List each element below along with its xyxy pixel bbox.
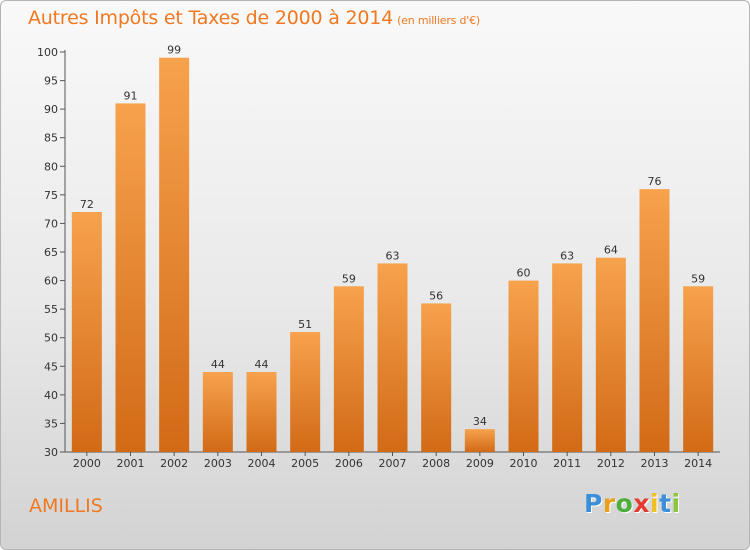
logo-letter: P — [584, 489, 603, 518]
data-label: 60 — [517, 267, 531, 280]
logo-letter: i — [671, 489, 681, 518]
data-label: 59 — [691, 272, 705, 285]
x-tick-label: 2013 — [641, 457, 669, 470]
logo-letter: x — [633, 489, 650, 518]
bar — [377, 263, 408, 452]
y-tick-label: 90 — [44, 103, 58, 116]
logo-letter: r — [602, 489, 616, 518]
logo-letter: t — [659, 489, 672, 518]
x-tick-label: 2008 — [422, 457, 450, 470]
bar — [464, 429, 495, 452]
data-label: 63 — [560, 249, 574, 262]
bar — [683, 286, 714, 452]
data-label: 34 — [473, 415, 487, 428]
x-tick-label: 2012 — [597, 457, 625, 470]
title-text: Autres Impôts et Taxes de 2000 à 2014 — [28, 7, 394, 29]
y-tick-label: 60 — [44, 275, 58, 288]
y-tick-label: 70 — [44, 217, 58, 230]
bar — [333, 286, 364, 452]
data-label: 56 — [429, 289, 443, 302]
data-label: 91 — [124, 89, 138, 102]
x-tick-label: 2003 — [204, 457, 232, 470]
bar — [421, 303, 452, 452]
data-label: 76 — [648, 175, 662, 188]
y-tick-label: 35 — [44, 417, 58, 430]
data-label: 44 — [211, 358, 225, 371]
y-tick-label: 55 — [44, 303, 58, 316]
logo-letter: o — [615, 489, 634, 518]
x-tick-label: 2007 — [379, 457, 407, 470]
commune-name: AMILLIS — [29, 495, 103, 517]
bar — [290, 332, 321, 452]
data-label: 51 — [298, 318, 312, 331]
data-label: 63 — [386, 249, 400, 262]
x-tick-label: 2000 — [73, 457, 101, 470]
y-tick-label: 65 — [44, 246, 58, 259]
y-tick-label: 85 — [44, 132, 58, 145]
x-tick-label: 2014 — [684, 457, 712, 470]
x-tick-label: 2011 — [553, 457, 581, 470]
bar — [639, 189, 670, 452]
bar — [202, 372, 233, 452]
y-tick-label: 95 — [44, 75, 58, 88]
data-label: 64 — [604, 244, 618, 257]
data-label: 72 — [80, 198, 94, 211]
x-tick-label: 2009 — [466, 457, 494, 470]
chart-title: Autres Impôts et Taxes de 2000 à 2014 (en… — [28, 7, 480, 29]
data-label: 44 — [255, 358, 269, 371]
y-tick-label: 75 — [44, 189, 58, 202]
y-tick-label: 80 — [44, 160, 58, 173]
x-tick-label: 2002 — [160, 457, 188, 470]
proxiti-logo: Proxiti — [584, 489, 681, 518]
bar — [508, 280, 539, 452]
unit-label: (en milliers d'€) — [397, 14, 480, 27]
bar — [246, 372, 277, 452]
x-tick-label: 2006 — [335, 457, 363, 470]
y-tick-label: 40 — [44, 389, 58, 402]
y-tick-label: 50 — [44, 332, 58, 345]
logo-letter: i — [650, 489, 660, 518]
y-tick-label: 45 — [44, 360, 58, 373]
bar — [71, 212, 102, 452]
x-tick-label: 2010 — [510, 457, 538, 470]
bar — [595, 257, 626, 452]
bar — [159, 57, 190, 452]
x-tick-label: 2005 — [291, 457, 319, 470]
y-tick-label: 30 — [44, 446, 58, 459]
bar — [115, 103, 146, 452]
y-tick-label: 100 — [37, 46, 58, 59]
bar — [552, 263, 583, 452]
x-tick-label: 2004 — [248, 457, 276, 470]
x-tick-label: 2001 — [117, 457, 145, 470]
data-label: 99 — [167, 44, 181, 57]
data-label: 59 — [342, 272, 356, 285]
